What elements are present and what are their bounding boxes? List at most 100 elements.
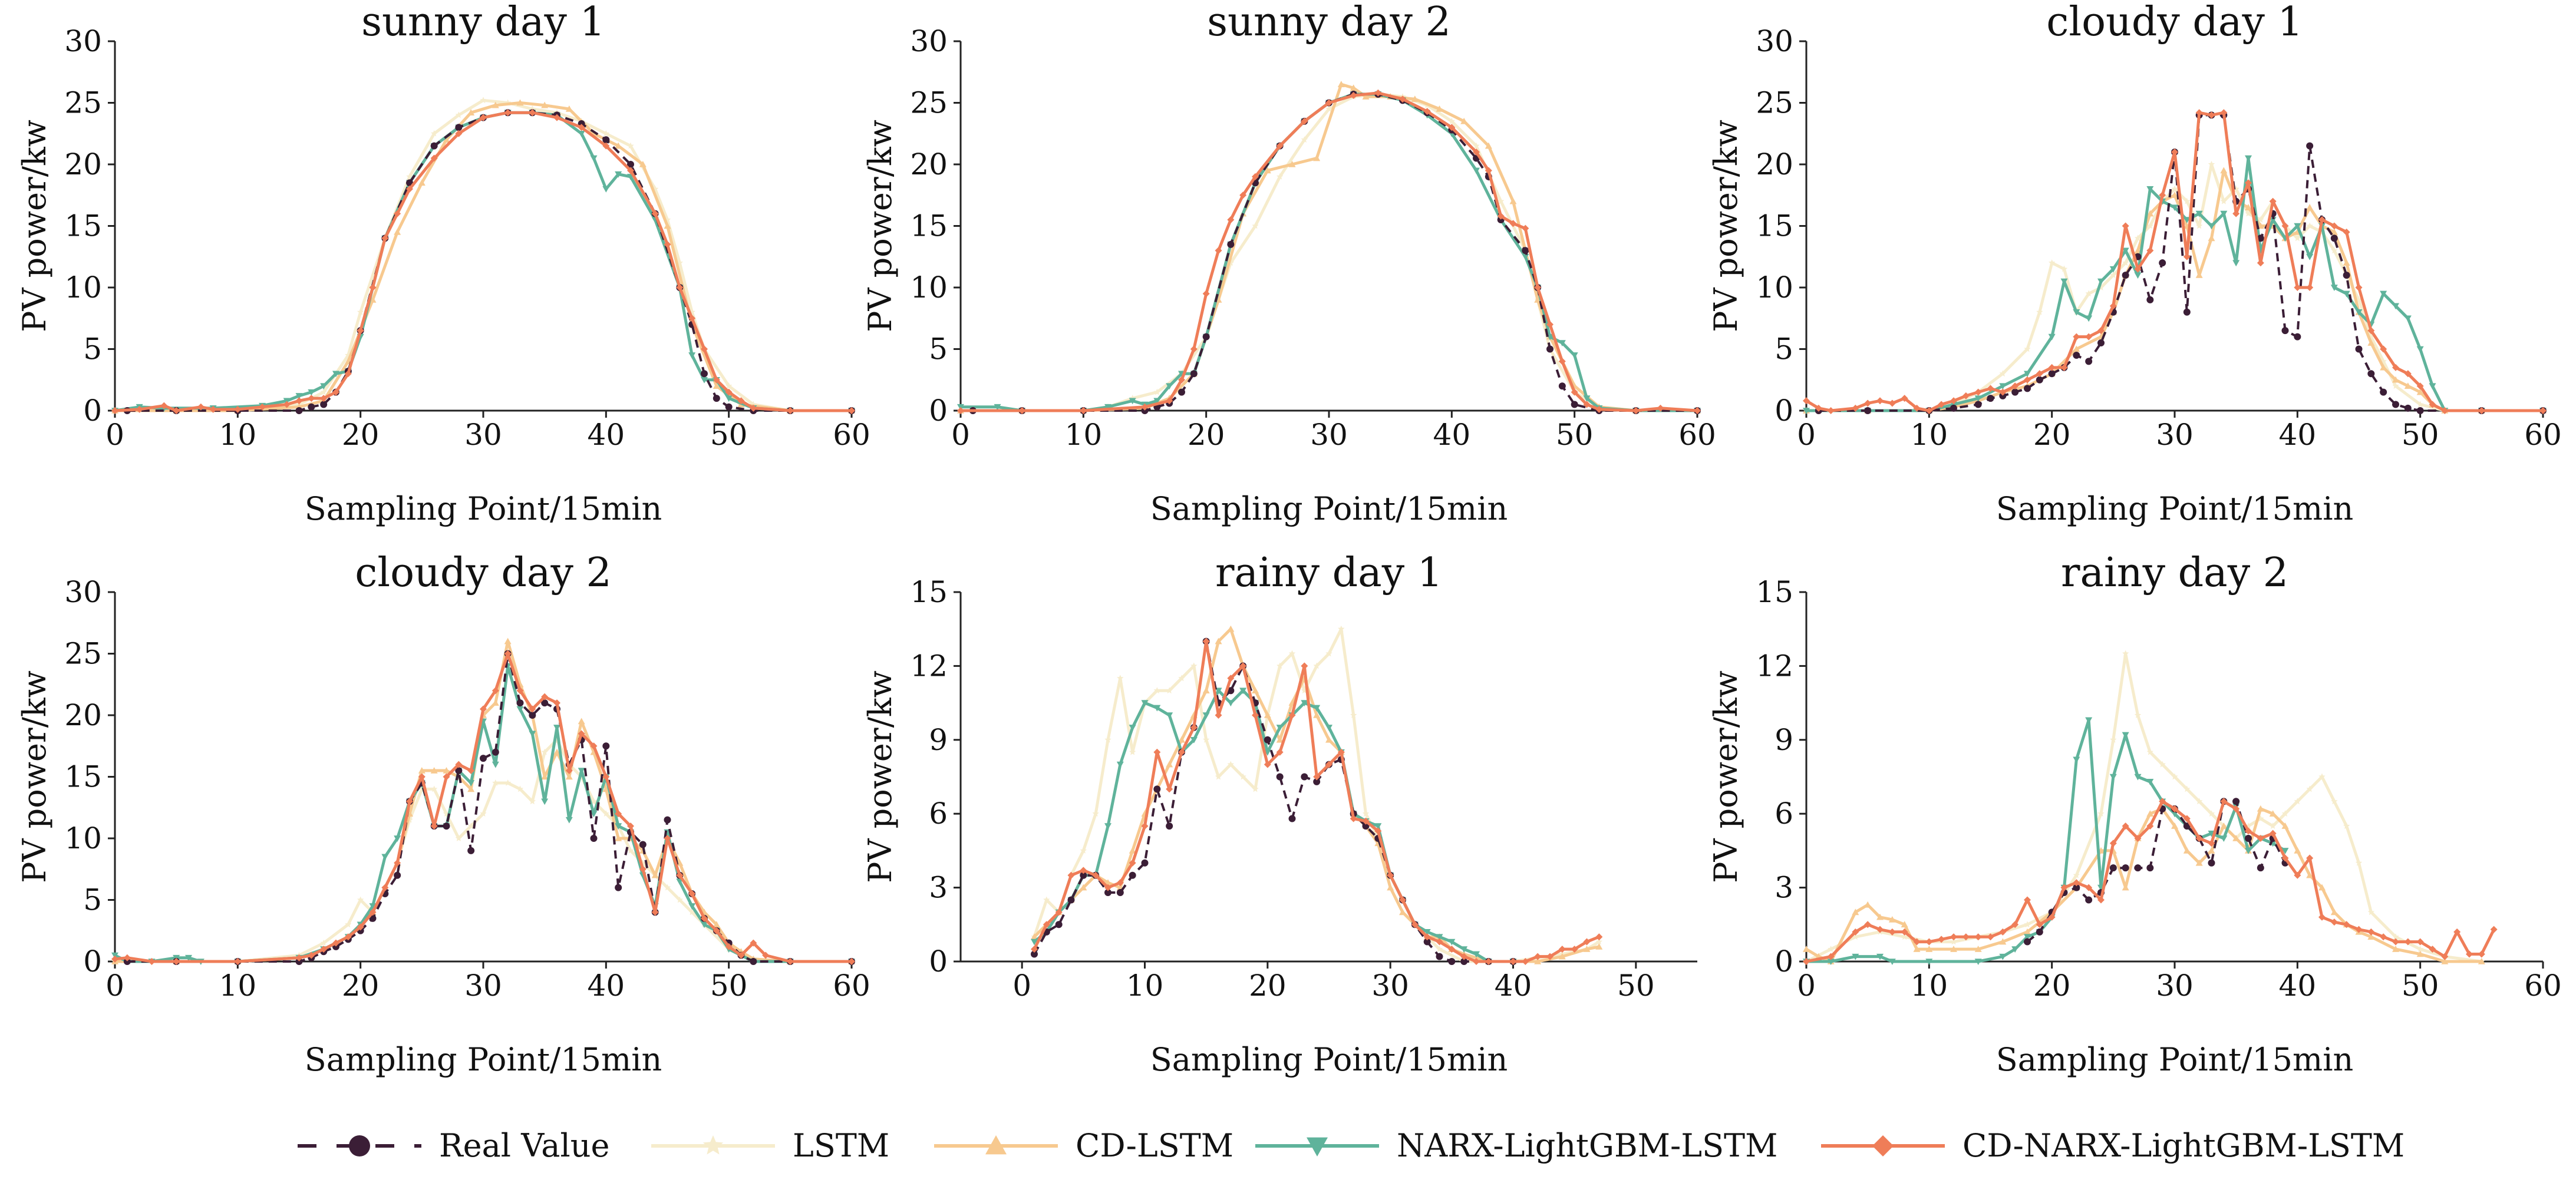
data-point-narx-lightgbm-lstm [1301, 700, 1308, 707]
data-point-cd-narx-lightgbm-lstm [1288, 712, 1296, 719]
series-line-cd-lstm [115, 640, 852, 963]
data-point-narx-lightgbm-lstm [2085, 315, 2093, 322]
data-point-cd-narx-lightgbm-lstm [1080, 867, 1087, 874]
y-tick-label: 20 [1756, 147, 1793, 181]
y-tick-label: 30 [64, 24, 102, 58]
data-point-cd-narx-lightgbm-lstm [1104, 884, 1111, 891]
data-point-cd-narx-lightgbm-lstm [2134, 835, 2142, 842]
data-point-cd-narx-lightgbm-lstm [2466, 950, 2473, 958]
y-tick-label: 5 [929, 332, 948, 366]
data-point-lstm [1080, 847, 1087, 854]
data-point-narx-lightgbm-lstm [1313, 705, 1321, 712]
data-point-cd-narx-lightgbm-lstm [1913, 938, 1921, 946]
data-point-cd-lstm [1864, 901, 1872, 908]
data-point-cd-narx-lightgbm-lstm [480, 705, 487, 713]
data-point-cd-narx-lightgbm-lstm [651, 210, 659, 217]
data-point-cd-narx-lightgbm-lstm [2367, 327, 2375, 335]
data-point-cd-narx-lightgbm-lstm [1166, 785, 1173, 793]
series-line-cd-narx-lightgbm-lstm [961, 91, 1698, 412]
data-point-cd-narx-lightgbm-lstm [1864, 921, 1872, 928]
data-point-cd-narx-lightgbm-lstm [1485, 167, 1492, 174]
legend-marker-cd-narx-lightgbm-lstm [1872, 1135, 1894, 1156]
data-point-cd-narx-lightgbm-lstm [1815, 404, 1822, 412]
x-tick-label: 40 [588, 418, 625, 452]
data-point-real-value [516, 699, 524, 707]
data-point-cd-lstm [2367, 933, 2375, 940]
data-point-real-value [1864, 407, 1872, 414]
data-point-lstm [639, 859, 647, 866]
data-point-cd-narx-lightgbm-lstm [713, 927, 720, 934]
data-point-cd-narx-lightgbm-lstm [357, 923, 364, 931]
data-point-real-value [492, 748, 499, 756]
data-point-lstm [2392, 382, 2399, 389]
data-point-narx-lightgbm-lstm [2073, 309, 2080, 316]
data-point-cd-narx-lightgbm-lstm [2073, 333, 2080, 341]
x-tick-label: 60 [2524, 969, 2562, 1003]
x-tick-label: 0 [951, 418, 970, 452]
data-point-cd-narx-lightgbm-lstm [1423, 108, 1431, 115]
data-point-cd-narx-lightgbm-lstm [2171, 148, 2178, 156]
data-point-cd-lstm [2330, 908, 2338, 916]
data-point-cd-lstm [2306, 871, 2314, 878]
series-real-value [969, 90, 1701, 414]
data-point-real-value [2097, 339, 2105, 347]
series-cd-lstm [1803, 167, 2547, 414]
data-point-cd-lstm [2220, 167, 2228, 174]
data-point-lstm [345, 921, 352, 928]
data-point-cd-narx-lightgbm-lstm [1583, 401, 1591, 408]
data-point-cd-lstm [1999, 938, 2007, 945]
data-point-real-value [1055, 921, 1063, 928]
y-tick-label: 0 [1774, 394, 1793, 428]
y-tick-label: 12 [1756, 649, 1793, 683]
data-point-cd-narx-lightgbm-lstm [1803, 958, 1810, 965]
data-point-cd-lstm [541, 101, 549, 108]
data-point-narx-lightgbm-lstm [2245, 155, 2252, 162]
y-tick-label: 0 [83, 944, 102, 979]
data-point-cd-lstm [651, 871, 659, 878]
data-point-real-value [295, 407, 303, 414]
y-tick-label: 6 [1774, 797, 1793, 831]
data-point-cd-narx-lightgbm-lstm [529, 109, 536, 117]
data-point-cd-narx-lightgbm-lstm [2318, 913, 2326, 921]
data-point-real-value [2146, 296, 2154, 303]
data-point-cd-narx-lightgbm-lstm [2232, 210, 2240, 217]
data-point-cd-narx-lightgbm-lstm [676, 284, 684, 291]
data-point-real-value [1129, 871, 1136, 879]
data-point-cd-narx-lightgbm-lstm [1522, 224, 1529, 232]
data-point-cd-lstm [1264, 167, 1271, 174]
data-point-cd-lstm [615, 142, 622, 149]
data-point-lstm [1852, 933, 1859, 940]
data-point-narx-lightgbm-lstm [1227, 700, 1235, 707]
data-point-cd-lstm [2269, 810, 2277, 817]
y-tick-label: 30 [1756, 24, 1793, 58]
data-point-cd-lstm [664, 222, 671, 229]
data-point-cd-narx-lightgbm-lstm [1999, 388, 2007, 396]
data-point-narx-lightgbm-lstm [2343, 290, 2350, 298]
data-point-cd-lstm [2146, 210, 2154, 217]
data-point-cd-narx-lightgbm-lstm [2343, 921, 2350, 928]
data-point-cd-narx-lightgbm-lstm [1473, 148, 1480, 156]
data-point-lstm [627, 847, 634, 854]
data-point-narx-lightgbm-lstm [1460, 946, 1468, 953]
data-point-lstm [2294, 234, 2301, 242]
data-point-cd-narx-lightgbm-lstm [590, 742, 598, 750]
x-tick-label: 30 [464, 418, 502, 452]
data-point-narx-lightgbm-lstm [688, 903, 696, 910]
data-point-narx-lightgbm-lstm [1999, 953, 2007, 960]
data-point-lstm [1239, 773, 1246, 780]
data-point-lstm [2146, 222, 2153, 229]
series-cd-narx-lightgbm-lstm [1803, 798, 2498, 965]
data-point-lstm [2159, 761, 2166, 768]
series-lstm [957, 90, 1701, 414]
data-point-cd-lstm [1129, 847, 1136, 854]
data-point-lstm [2331, 247, 2338, 254]
data-point-real-value [2208, 859, 2215, 867]
data-point-cd-narx-lightgbm-lstm [2269, 197, 2277, 205]
data-point-cd-narx-lightgbm-lstm [1252, 173, 1259, 180]
data-point-cd-narx-lightgbm-lstm [1987, 385, 1994, 392]
y-axis-label: PV power/kw [862, 120, 899, 332]
x-tick-label: 10 [1911, 418, 1948, 452]
data-point-real-value [1436, 953, 1443, 960]
data-point-lstm [2367, 908, 2374, 916]
data-point-lstm [2417, 401, 2424, 408]
